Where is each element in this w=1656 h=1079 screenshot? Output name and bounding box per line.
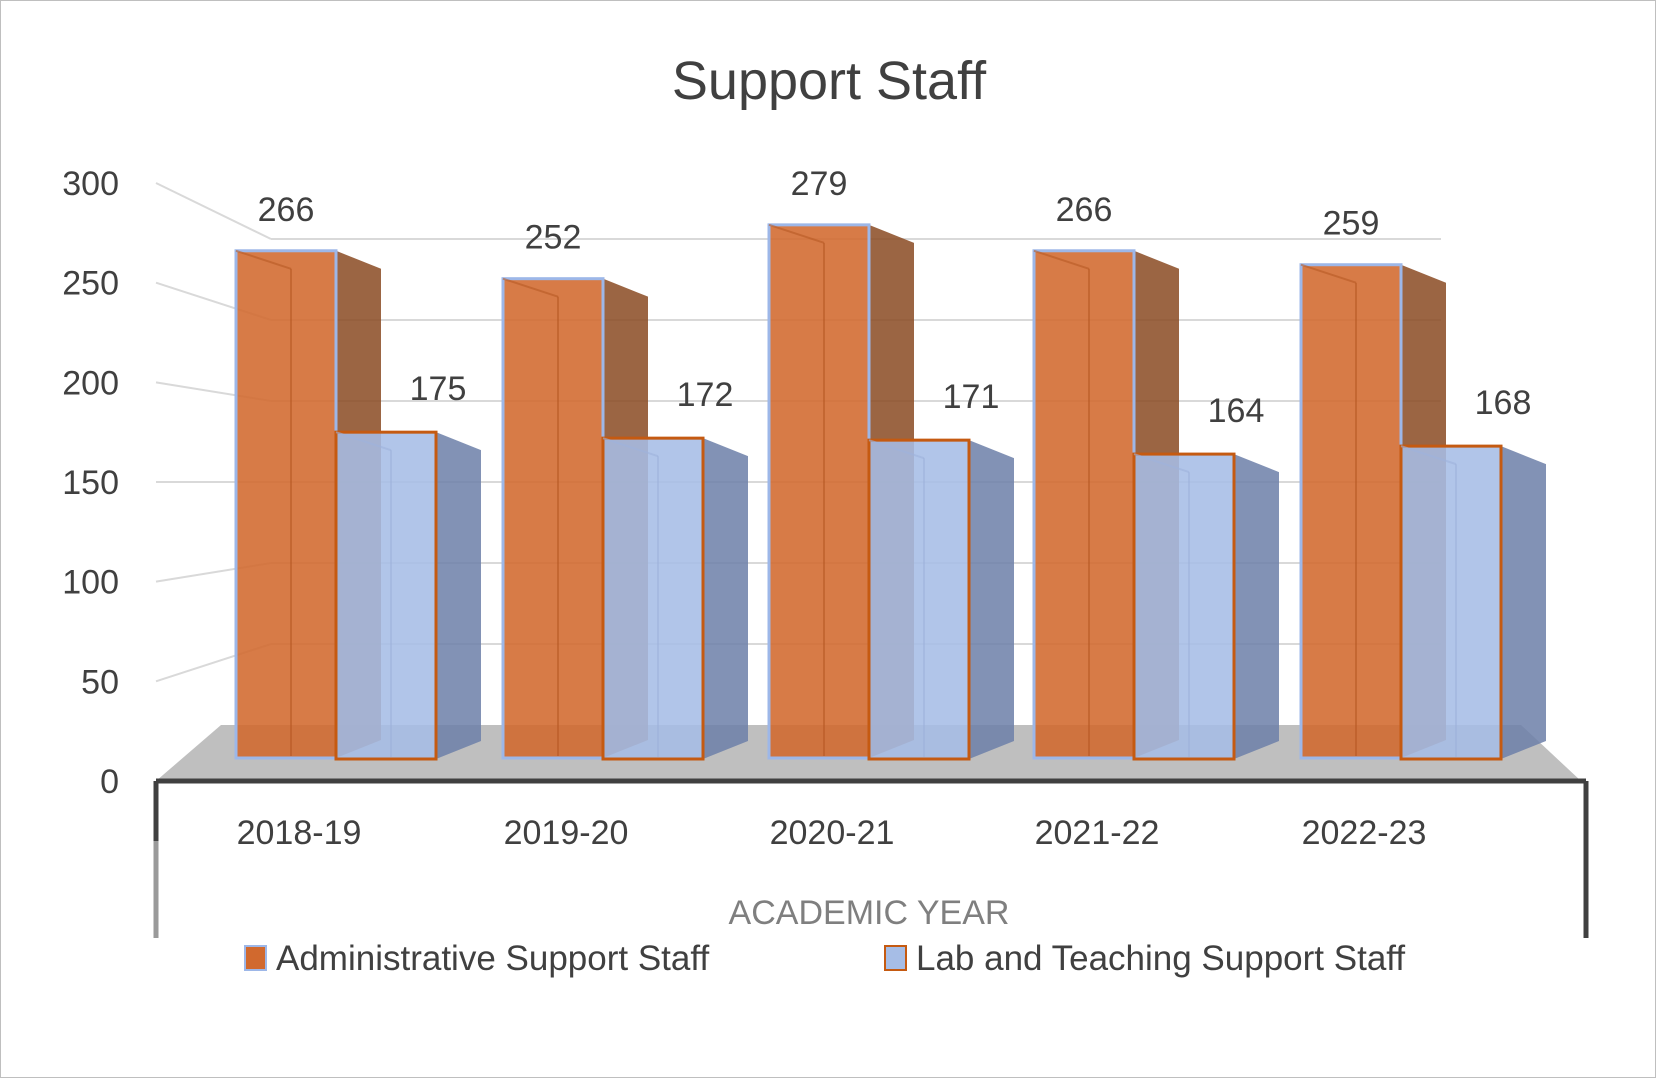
bar [1299,263,1403,760]
legend-swatch-administrative [244,945,267,971]
y-tick-label: 200 [62,364,119,402]
bar-inner-edge [235,249,292,270]
bar [1399,444,1503,761]
bar-group-lab-and-teaching-support-staff [867,438,1014,761]
bar [501,277,605,760]
data-label: 259 [1323,205,1380,243]
y-tick-label: 50 [81,663,119,701]
data-label: 279 [791,165,848,203]
bar-side [436,432,481,759]
bar-group-lab-and-teaching-support-staff [334,430,481,761]
data-label: 172 [677,376,734,414]
bar-inner-edge [868,439,925,460]
bar-inner-edge [602,437,659,458]
x-tick-label: 2019-20 [504,814,629,852]
data-label: 266 [258,191,315,229]
legend-label-lab-teaching: Lab and Teaching Support Staff [916,939,1405,978]
bar [334,430,438,761]
bar-inner-edge [768,223,825,244]
chart-title: Support Staff [672,51,987,111]
bar [1032,249,1136,760]
bar-side [1234,454,1279,759]
bar [1132,452,1236,761]
bar-inner-edge [502,277,559,298]
y-tick-label: 300 [62,165,119,203]
gridline-diagonal [155,182,272,240]
bar-side [969,440,1014,759]
axes [153,778,1589,938]
bars [234,223,1546,761]
data-label: 252 [525,219,582,257]
legend: Administrative Support Staff Lab and Tea… [244,939,1405,978]
x-tick-label: 2021-22 [1035,814,1160,852]
bar [867,438,971,761]
labels: 0 50 100 150 200 250 300 266 175 252 172 279 171 266 1… [62,165,1531,852]
y-tick-label: 150 [62,464,119,502]
bar-inner-edge [1033,249,1090,270]
bar-inner-edge [1300,263,1357,284]
x-tick-label: 2018-19 [237,814,362,852]
bar-group-lab-and-teaching-support-staff [601,436,748,761]
bar [234,249,338,760]
y-tick-label: 100 [62,564,119,602]
x-axis-title: ACADEMIC YEAR [729,894,1010,932]
bar-side [1501,446,1546,759]
y-tick-label: 0 [100,763,119,801]
x-tick-label: 2022-23 [1302,814,1427,852]
data-label: 168 [1475,384,1532,422]
bar-side [703,438,748,759]
data-label: 171 [943,378,1000,416]
bar [601,436,705,761]
bar-inner-edge [1133,453,1190,474]
bar-inner-edge [1400,445,1457,466]
legend-label-administrative: Administrative Support Staff [276,939,709,978]
bar-group-lab-and-teaching-support-staff [1399,444,1546,761]
bar [767,223,871,760]
y-tick-label: 250 [62,265,119,303]
x-tick-label: 2020-21 [770,814,895,852]
data-label: 266 [1056,191,1113,229]
bar-group-lab-and-teaching-support-staff [1132,452,1279,761]
data-label: 175 [410,370,467,408]
legend-swatch-lab-teaching [884,945,907,971]
bar-inner-edge [335,431,392,452]
data-label: 164 [1208,392,1265,430]
